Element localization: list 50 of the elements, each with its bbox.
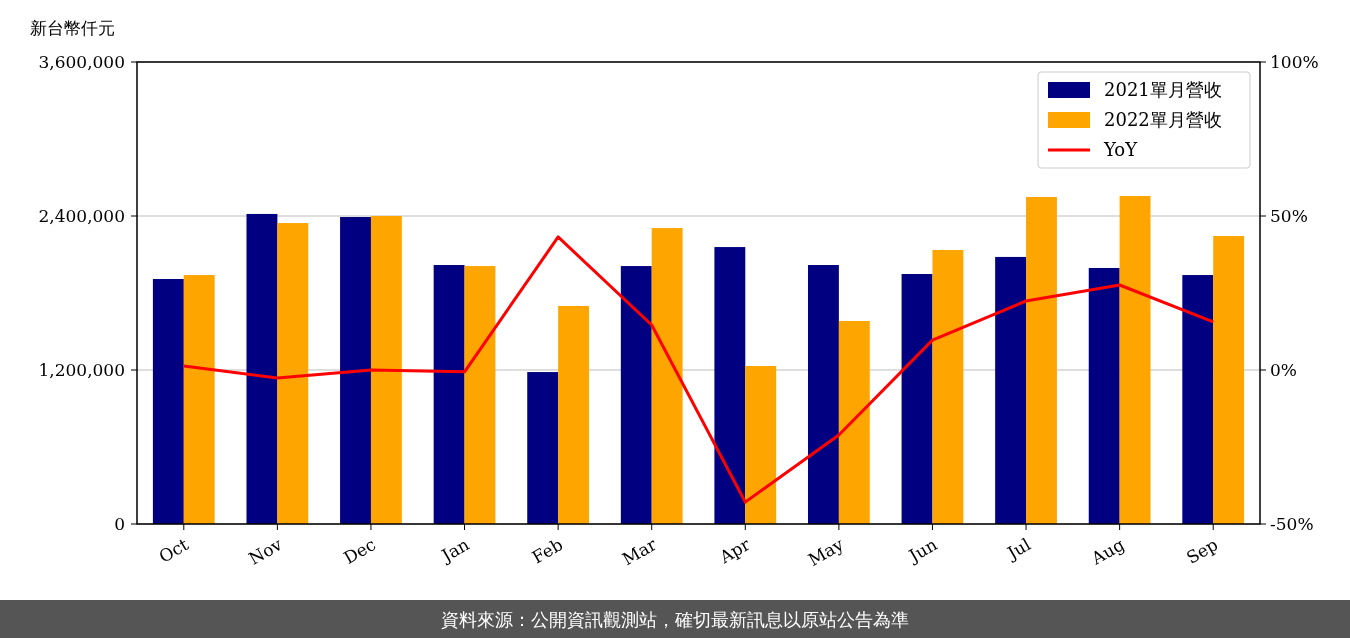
x-tick-label: Oct: [155, 534, 192, 567]
legend-label: 2022單月營收: [1104, 109, 1222, 130]
bar: [464, 266, 496, 524]
x-tick-label: Nov: [245, 533, 286, 569]
legend-label: YoY: [1103, 139, 1139, 160]
bar: [370, 216, 402, 524]
y-tick-label: 3,600,000: [38, 52, 125, 72]
y-tick-label: 1,200,000: [38, 360, 125, 380]
x-tick-label: Apr: [715, 533, 755, 568]
bar: [745, 366, 777, 524]
y-axis-title: 新台幣仟元: [30, 18, 115, 38]
source-note: 資料來源：公開資訊觀測站，確切最新訊息以原站公告為準: [441, 609, 909, 630]
bar: [183, 275, 215, 524]
x-tick-label: Aug: [1087, 534, 1128, 570]
x-tick-label: May: [804, 533, 848, 571]
x-tick-label: Jun: [903, 534, 941, 567]
bar: [995, 256, 1027, 524]
bar: [558, 305, 590, 524]
y-tick-label: 0: [114, 514, 125, 534]
bar: [246, 213, 278, 524]
bar: [340, 217, 371, 524]
bar: [1213, 236, 1245, 524]
legend-label: 2021單月營收: [1104, 79, 1222, 100]
x-tick-label: Mar: [618, 533, 661, 570]
bar: [277, 223, 309, 524]
y-tick-label: 2,400,000: [38, 206, 125, 226]
x-tick-label: Sep: [1182, 534, 1222, 568]
bar: [932, 250, 964, 524]
bar: [433, 265, 465, 524]
y2-tick-label: 100%: [1270, 52, 1319, 72]
bar: [527, 372, 559, 524]
bar: [1026, 197, 1057, 524]
bar: [714, 247, 746, 524]
bar: [1119, 195, 1151, 524]
x-tick-label: Dec: [340, 534, 379, 569]
x-tick-label: Jul: [1002, 534, 1035, 565]
x-tick-label: Jan: [436, 534, 473, 567]
bar: [838, 320, 870, 524]
bar: [807, 265, 839, 524]
bar: [1088, 267, 1120, 524]
bar: [620, 266, 652, 524]
y2-tick-label: 50%: [1270, 206, 1308, 226]
line-series: [182, 235, 1215, 504]
bar: [901, 274, 933, 524]
bar: [152, 279, 184, 524]
bar: [651, 228, 683, 524]
y2-tick-label: 0%: [1270, 360, 1297, 380]
x-tick-label: Feb: [528, 534, 567, 568]
y2-tick-label: -50%: [1270, 514, 1314, 534]
bar: [1182, 275, 1214, 524]
